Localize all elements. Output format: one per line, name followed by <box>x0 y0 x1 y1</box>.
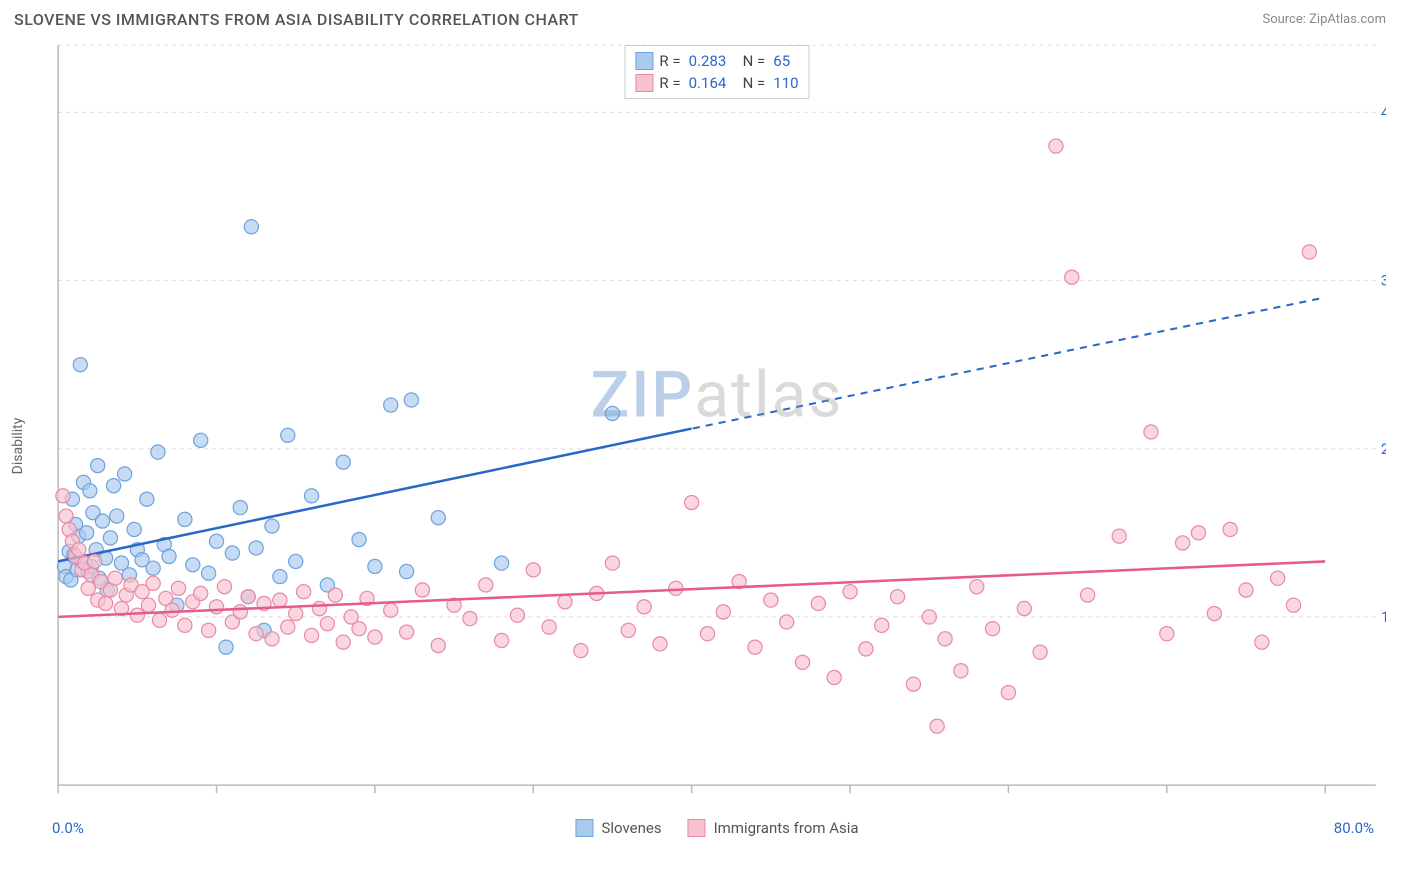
swatch-slovenes <box>635 52 653 70</box>
svg-text:10.0%: 10.0% <box>1381 608 1386 626</box>
svg-text:30.0%: 30.0% <box>1381 272 1386 290</box>
series-legend: Slovenes Immigrants from Asia <box>575 819 858 837</box>
legend-item-asia: Immigrants from Asia <box>688 819 859 837</box>
x-axis-min-label: 0.0% <box>52 819 84 837</box>
y-axis-label: Disability <box>10 418 26 475</box>
chart-title: SLOVENE VS IMMIGRANTS FROM ASIA DISABILI… <box>14 10 579 29</box>
scatter-plot: 10.0% 20.0% 30.0% 40.0% <box>48 35 1386 816</box>
chart-area: R = 0.283 N = 65 R = 0.164 N = 110 ZIPat… <box>48 35 1386 835</box>
source-link[interactable]: ZipAtlas.com <box>1309 12 1386 27</box>
svg-text:40.0%: 40.0% <box>1381 103 1386 121</box>
svg-text:20.0%: 20.0% <box>1381 440 1386 458</box>
legend-item-slovenes: Slovenes <box>575 819 661 837</box>
swatch-slovenes-icon <box>575 819 593 837</box>
source-attribution: Source: ZipAtlas.com <box>1262 12 1386 27</box>
legend-row-slovenes: R = 0.283 N = 65 <box>635 50 798 72</box>
swatch-asia-icon <box>688 819 706 837</box>
swatch-asia <box>635 74 653 92</box>
x-axis-max-label: 80.0% <box>1334 819 1374 837</box>
correlation-legend: R = 0.283 N = 65 R = 0.164 N = 110 <box>624 45 809 99</box>
chart-header: SLOVENE VS IMMIGRANTS FROM ASIA DISABILI… <box>0 0 1406 35</box>
legend-row-asia: R = 0.164 N = 110 <box>635 72 798 94</box>
